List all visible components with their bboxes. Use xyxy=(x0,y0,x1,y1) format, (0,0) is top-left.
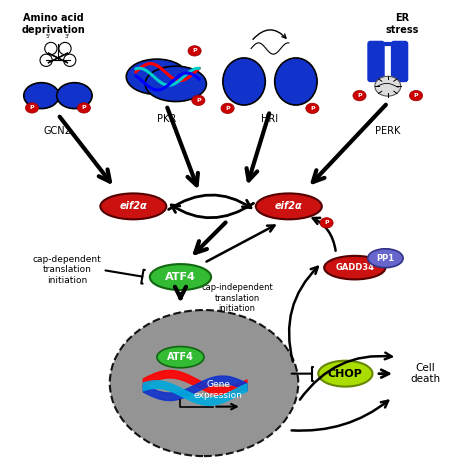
Ellipse shape xyxy=(256,193,322,219)
Text: P: P xyxy=(324,220,329,225)
Text: 5': 5' xyxy=(46,34,51,39)
Text: CHOP: CHOP xyxy=(328,369,363,379)
Ellipse shape xyxy=(306,103,319,114)
Text: P: P xyxy=(196,98,201,103)
Ellipse shape xyxy=(318,361,373,387)
Text: 3': 3' xyxy=(65,34,70,39)
Ellipse shape xyxy=(188,46,201,56)
Ellipse shape xyxy=(57,82,92,109)
Text: cap-independent
translation
initiation: cap-independent translation initiation xyxy=(201,283,273,313)
Text: P: P xyxy=(30,105,34,110)
Ellipse shape xyxy=(410,91,423,101)
Text: Amino acid
deprivation: Amino acid deprivation xyxy=(21,13,85,35)
Text: ATF4: ATF4 xyxy=(167,352,194,362)
Text: PP1: PP1 xyxy=(376,254,394,263)
Text: P: P xyxy=(357,93,362,98)
Text: P: P xyxy=(82,105,86,110)
Text: P: P xyxy=(192,48,197,54)
Ellipse shape xyxy=(320,218,333,228)
Ellipse shape xyxy=(24,82,59,109)
Text: PKR: PKR xyxy=(157,115,176,125)
Ellipse shape xyxy=(192,95,205,106)
Ellipse shape xyxy=(368,249,403,268)
Ellipse shape xyxy=(324,256,385,279)
Text: P: P xyxy=(414,93,419,98)
Ellipse shape xyxy=(100,193,166,219)
Ellipse shape xyxy=(223,58,265,105)
Text: eif2α: eif2α xyxy=(275,201,303,211)
Text: P: P xyxy=(225,106,230,111)
Ellipse shape xyxy=(275,58,317,105)
Ellipse shape xyxy=(77,103,91,113)
Ellipse shape xyxy=(110,310,298,456)
Ellipse shape xyxy=(157,346,204,368)
Ellipse shape xyxy=(26,103,38,113)
Ellipse shape xyxy=(126,59,188,94)
Text: GADD34: GADD34 xyxy=(335,263,374,272)
Text: ER
stress: ER stress xyxy=(385,13,419,35)
Text: eif2α: eif2α xyxy=(119,201,147,211)
Text: Cell
death: Cell death xyxy=(410,363,440,384)
Ellipse shape xyxy=(145,66,206,101)
Ellipse shape xyxy=(375,76,401,96)
FancyBboxPatch shape xyxy=(392,41,408,82)
Ellipse shape xyxy=(150,264,211,290)
Text: Gene
expression: Gene expression xyxy=(194,381,243,400)
Ellipse shape xyxy=(353,91,366,101)
Text: ATF4: ATF4 xyxy=(165,272,196,282)
Text: GCN2: GCN2 xyxy=(44,126,72,136)
Text: HRI: HRI xyxy=(262,115,279,125)
Text: PERK: PERK xyxy=(375,126,401,136)
Text: P: P xyxy=(310,106,315,111)
Text: cap-dependent
translation
initiation: cap-dependent translation initiation xyxy=(33,255,102,285)
Ellipse shape xyxy=(221,103,234,114)
FancyBboxPatch shape xyxy=(368,41,384,82)
